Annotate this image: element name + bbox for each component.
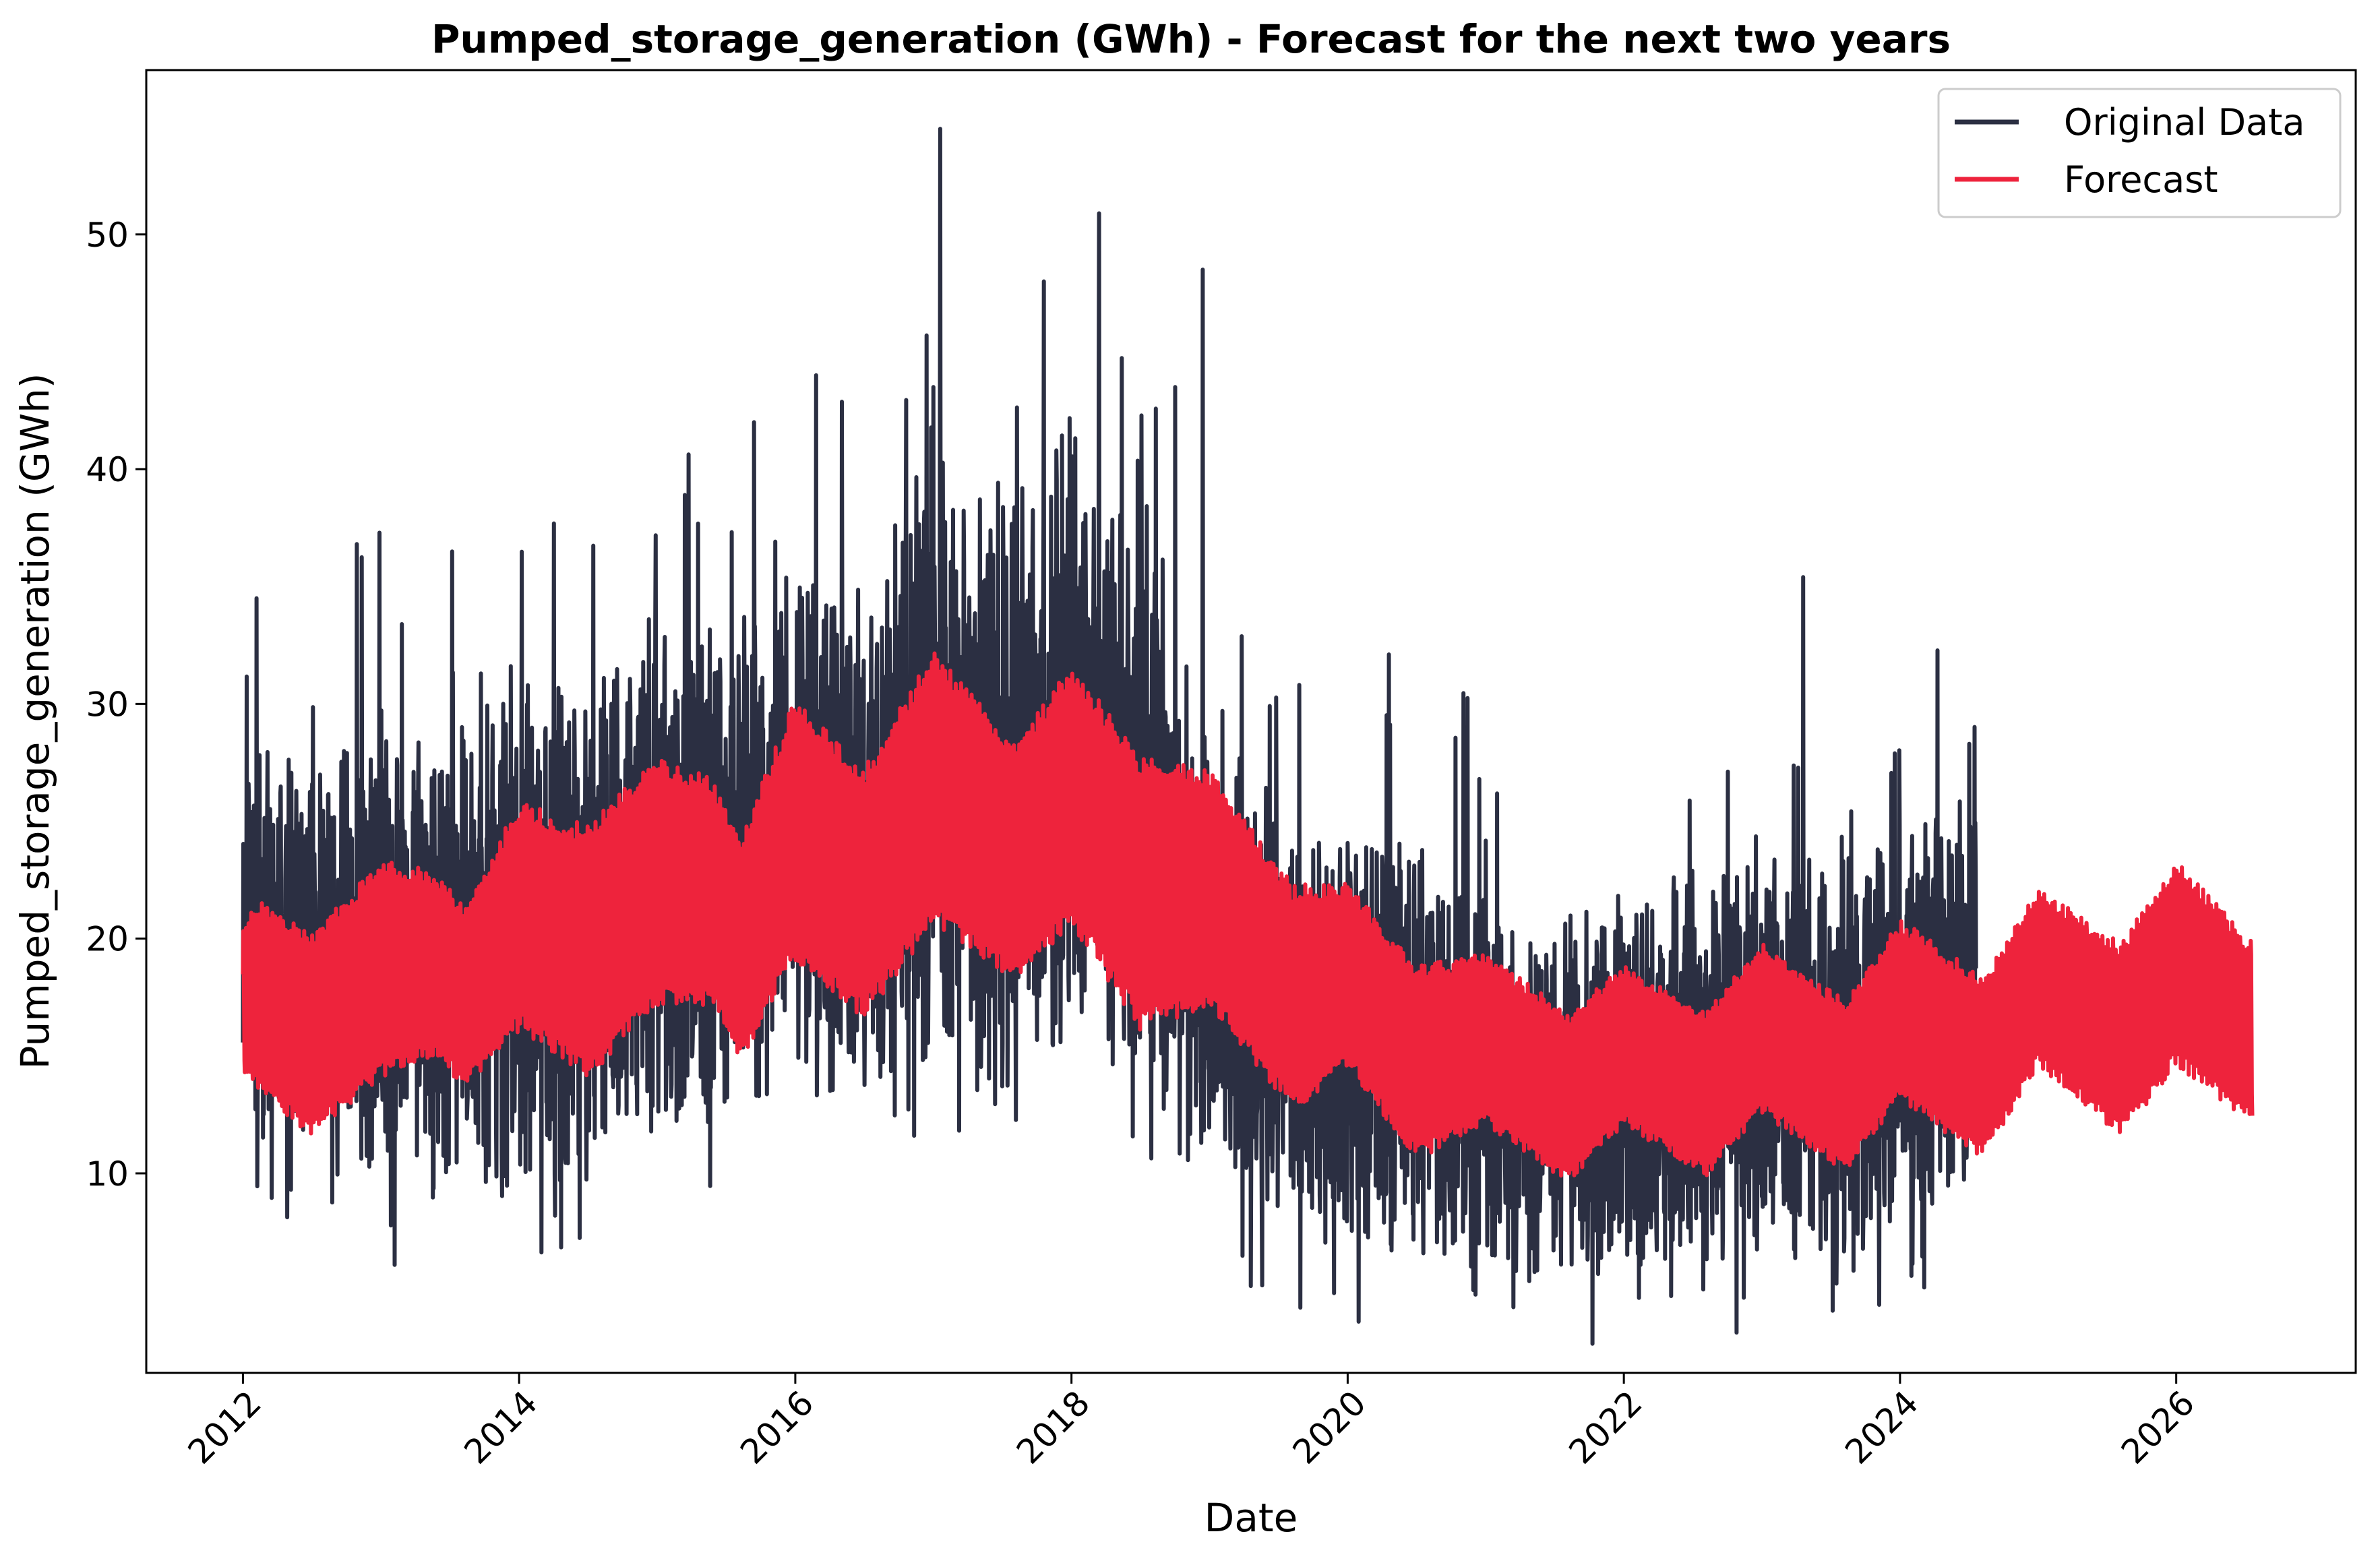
- legend: Original Data Forecast: [1937, 88, 2342, 218]
- chart-title: Pumped_storage_generation (GWh) - Foreca…: [431, 16, 1951, 62]
- legend-label-forecast: Forecast: [2064, 158, 2218, 201]
- legend-box: [1937, 88, 2342, 218]
- legend-label-original: Original Data: [2064, 101, 2305, 144]
- y-tick-label: 30: [86, 685, 129, 724]
- y-tick-label: 50: [86, 216, 129, 255]
- series-forecast: [241, 651, 2255, 1178]
- series-layer: [241, 127, 2255, 1346]
- y-axis: 10 20 30 40 50: [86, 216, 146, 1194]
- y-axis-label: Pumped_storage_generation (GWh): [12, 373, 58, 1069]
- y-tick-label: 10: [86, 1155, 129, 1194]
- plot-frame: [145, 69, 2357, 1374]
- y-tick-label: 40: [86, 450, 129, 489]
- y-tick-label: 20: [86, 920, 129, 959]
- x-axis-label: Date: [1204, 1495, 1298, 1541]
